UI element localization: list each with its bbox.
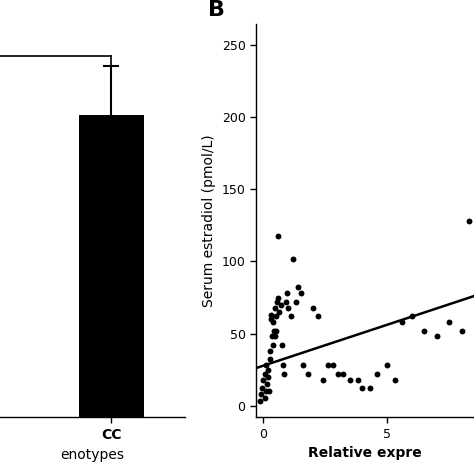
X-axis label: Relative expre: Relative expre <box>308 446 422 460</box>
Bar <box>79 115 144 417</box>
Point <box>257 390 264 398</box>
Point <box>269 341 277 349</box>
Point <box>266 356 273 363</box>
Point <box>264 373 272 381</box>
Point <box>272 333 279 340</box>
Point <box>256 398 264 405</box>
Point <box>314 312 322 320</box>
Y-axis label: Serum estradiol (pmol/L): Serum estradiol (pmol/L) <box>202 134 216 307</box>
Point <box>279 362 287 369</box>
Point <box>264 366 272 374</box>
Point <box>270 318 277 326</box>
Point <box>366 384 374 392</box>
Point <box>304 370 312 378</box>
Point <box>446 318 453 326</box>
Point <box>272 312 280 320</box>
Point <box>262 370 269 378</box>
Point <box>271 304 278 311</box>
Point <box>284 304 292 311</box>
Point <box>273 298 281 306</box>
Point <box>273 327 280 335</box>
Point <box>465 218 473 225</box>
Point <box>266 347 274 355</box>
Point <box>281 370 288 378</box>
Point <box>408 312 416 320</box>
Point <box>258 384 266 392</box>
Point <box>263 362 270 369</box>
Point <box>334 370 341 378</box>
Point <box>329 362 337 369</box>
Point <box>265 387 273 395</box>
Point <box>292 298 300 306</box>
Point <box>383 362 391 369</box>
Point <box>433 333 441 340</box>
Point <box>267 315 274 323</box>
Point <box>261 394 268 402</box>
Point <box>359 384 366 392</box>
Point <box>354 376 361 383</box>
Point <box>282 298 290 306</box>
Point <box>299 362 307 369</box>
Point <box>278 341 286 349</box>
Point <box>283 290 291 297</box>
Point <box>263 380 271 388</box>
Point <box>324 362 332 369</box>
Text: B: B <box>208 0 225 20</box>
Point <box>287 312 294 320</box>
Point <box>374 370 381 378</box>
Point <box>276 308 283 316</box>
Point <box>274 232 282 239</box>
Point <box>309 304 317 311</box>
Point <box>458 327 465 335</box>
Point <box>277 301 284 309</box>
Point <box>346 376 354 383</box>
Point <box>398 318 406 326</box>
Point <box>294 283 302 291</box>
Point <box>274 294 282 301</box>
Point <box>268 333 276 340</box>
Point <box>339 370 346 378</box>
Point <box>297 290 304 297</box>
X-axis label: enotypes: enotypes <box>61 448 125 463</box>
Point <box>391 376 399 383</box>
Point <box>319 376 327 383</box>
Point <box>260 376 267 383</box>
Point <box>270 327 278 335</box>
Point <box>267 311 275 319</box>
Point <box>420 327 428 335</box>
Point <box>262 387 270 395</box>
Point <box>289 255 297 263</box>
